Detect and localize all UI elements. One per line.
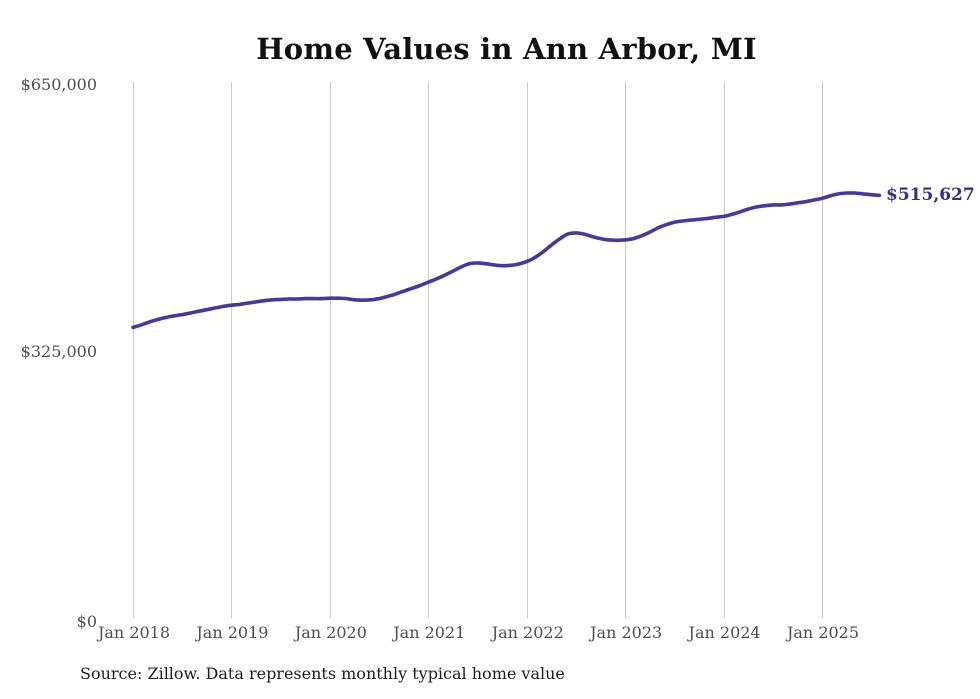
chart-title: Home Values in Ann Arbor, MI xyxy=(256,32,757,66)
x-axis-tick-label: Jan 2023 xyxy=(590,623,663,642)
home-value-line-series xyxy=(131,191,882,330)
latest-value-label: $515,627 xyxy=(886,185,975,205)
x-axis-tick-label: Jan 2021 xyxy=(393,623,466,642)
x-axis-tick-label: Jan 2018 xyxy=(97,623,171,642)
source-note: Source: Zillow. Data represents monthly … xyxy=(80,664,565,683)
y-axis-tick-label: $650,000 xyxy=(20,75,97,94)
gridlines xyxy=(133,82,823,618)
x-axis-tick-label: Jan 2020 xyxy=(294,623,367,642)
x-axis-tick-label: Jan 2019 xyxy=(196,623,269,642)
x-axis-tick-label: Jan 2022 xyxy=(491,623,564,642)
y-axis-tick-label: $325,000 xyxy=(20,342,97,361)
x-axis-tick-label: Jan 2025 xyxy=(786,623,860,642)
y-axis-tick-label: $0 xyxy=(76,612,97,631)
x-axis-tick-label: Jan 2024 xyxy=(688,623,761,642)
